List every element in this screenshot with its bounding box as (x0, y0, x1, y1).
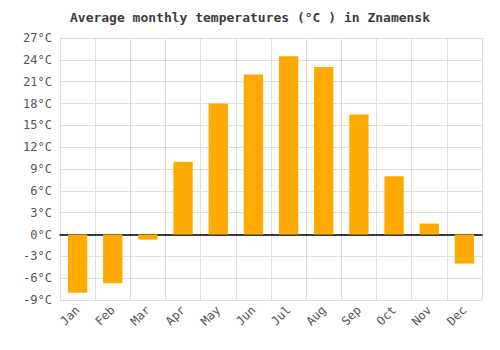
svg-text:Oct: Oct (374, 303, 399, 328)
svg-text:Jul: Jul (268, 303, 293, 328)
svg-text:-9°C: -9°C (23, 293, 52, 307)
svg-text:9°C: 9°C (30, 162, 52, 176)
svg-text:Dec: Dec (444, 303, 469, 328)
svg-text:0°C: 0°C (30, 228, 52, 242)
svg-text:18°C: 18°C (23, 97, 52, 111)
svg-text:12°C: 12°C (23, 140, 52, 154)
svg-text:24°C: 24°C (23, 53, 52, 67)
svg-text:Feb: Feb (92, 303, 117, 328)
svg-text:-6°C: -6°C (23, 271, 52, 285)
svg-text:Jan: Jan (57, 303, 82, 328)
svg-text:Aug: Aug (303, 303, 328, 328)
svg-text:6°C: 6°C (30, 184, 52, 198)
svg-text:Average monthly temperatures (: Average monthly temperatures (°C ) in Zn… (70, 10, 430, 25)
svg-text:21°C: 21°C (23, 75, 52, 89)
svg-text:3°C: 3°C (30, 206, 52, 220)
svg-text:Apr: Apr (163, 303, 188, 328)
svg-text:Nov: Nov (409, 303, 434, 328)
svg-text:-3°C: -3°C (23, 249, 52, 263)
svg-text:15°C: 15°C (23, 118, 52, 132)
svg-text:Jun: Jun (233, 303, 258, 328)
svg-text:Sep: Sep (339, 303, 364, 328)
svg-text:Mar: Mar (128, 303, 153, 328)
svg-text:27°C: 27°C (23, 31, 52, 45)
svg-text:May: May (198, 303, 223, 328)
